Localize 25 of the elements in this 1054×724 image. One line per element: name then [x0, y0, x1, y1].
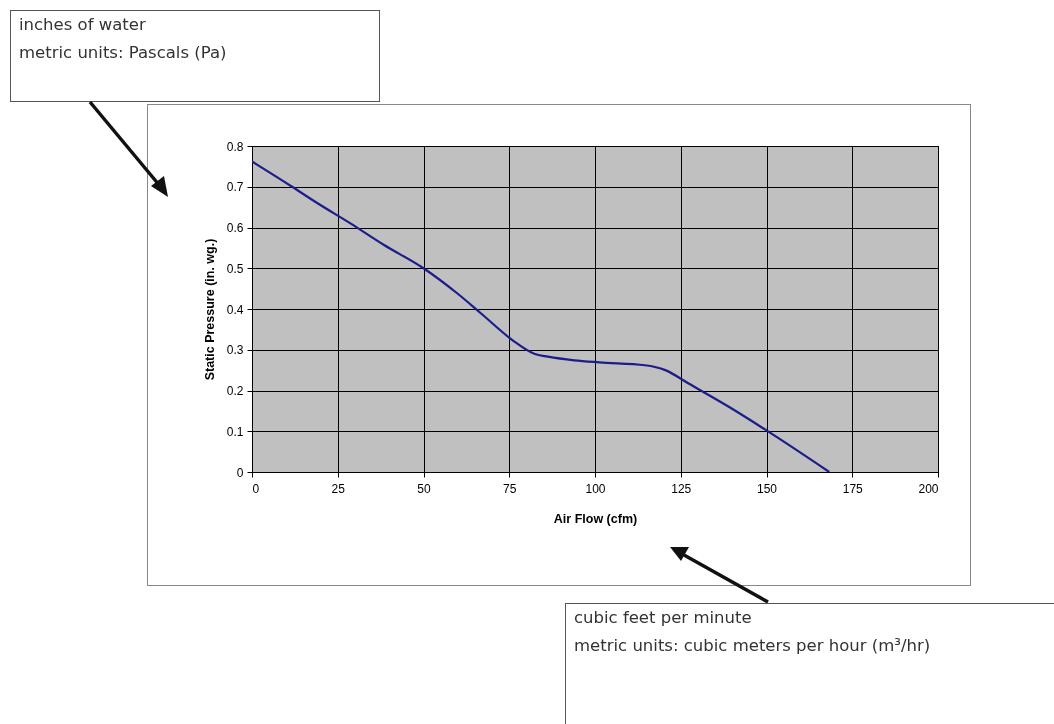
y-tick-label: 0.6	[226, 221, 244, 235]
y-tick-label: 0.1	[226, 424, 244, 439]
y-tick-label: 0.5	[226, 261, 244, 276]
y-tick-label: 0.8	[226, 139, 244, 154]
x-tick-label: 25	[331, 481, 346, 496]
x-tick-label: 50	[417, 481, 431, 496]
y-tick-label: 0.2	[226, 384, 244, 398]
x-tick-label: 75	[503, 481, 517, 496]
line-series	[252, 160, 831, 472]
x-axis-title: Air Flow (cfm)	[553, 511, 638, 526]
x-tick-label: 0	[252, 481, 260, 496]
text: metric units: cubic meters per hour (m³/hr)	[574, 635, 932, 656]
y-tick-label: 0.3	[226, 343, 244, 358]
y-axis-title: Static Pressure (in. wg.)	[202, 238, 217, 381]
text: inches of water	[19, 15, 147, 35]
x-tick-label: 125	[671, 481, 692, 496]
x-tick-label: 100	[585, 481, 606, 496]
x-tick-label: 150	[756, 481, 778, 496]
y-tick-label: 0	[236, 465, 244, 480]
text: cubic feet per minute	[574, 608, 753, 628]
x-tick-label: 200	[918, 481, 939, 496]
y-tick-label: 0.7	[226, 180, 244, 195]
text: metric units: Pascals (Pa)	[19, 42, 228, 63]
y-tick-label: 0.4	[226, 302, 244, 317]
x-tick-label: 175	[842, 481, 864, 496]
